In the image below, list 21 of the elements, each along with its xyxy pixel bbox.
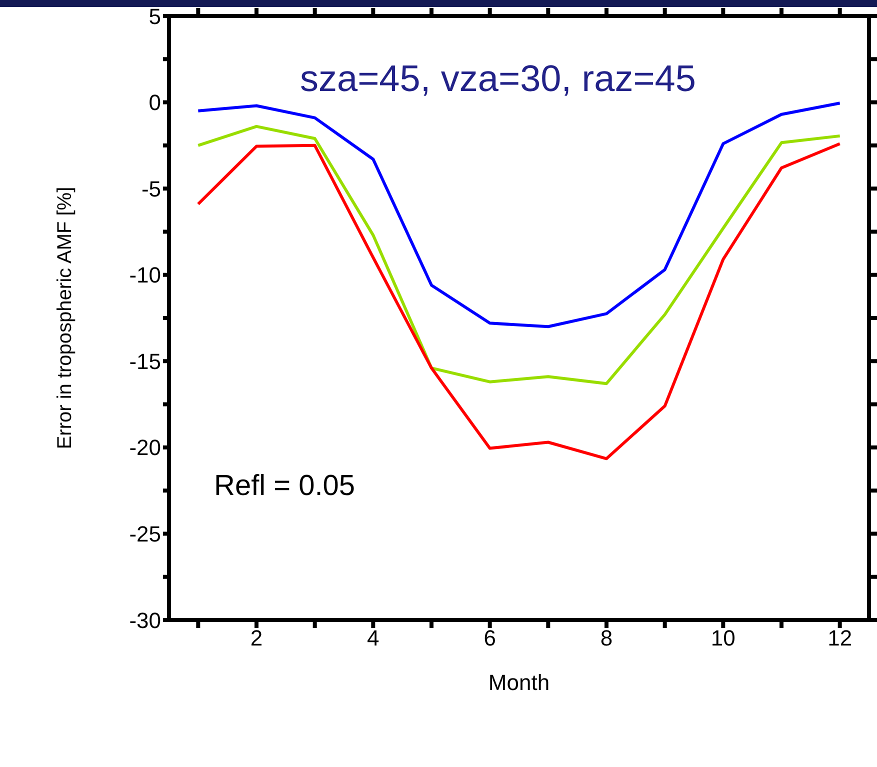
y-tick-label: -5: [141, 176, 161, 202]
x-tick-label: 8: [600, 626, 613, 651]
y-tick-label: -25: [129, 522, 161, 547]
y-axis-title: Error in tropospheric AMF [%]: [54, 186, 76, 450]
x-axis-title: Month: [488, 670, 550, 695]
y-tick-label: -30: [129, 608, 161, 633]
line-series: [196, 124, 842, 386]
x-tick-label: 10: [710, 626, 736, 651]
y-tick-label: -20: [129, 435, 161, 460]
x-tick-label: 2: [250, 626, 263, 651]
x-tick-label: 12: [828, 626, 852, 651]
y-tick-label: -15: [129, 348, 161, 374]
x-tick-label: 4: [367, 626, 380, 651]
annotation: sza=45, vza=30, raz=45: [300, 58, 696, 100]
y-tick-label: 5: [148, 4, 161, 29]
x-tick-label: 6: [484, 626, 496, 651]
annotation: Refl = 0.05: [214, 470, 356, 503]
y-tick-label: 0: [148, 90, 161, 116]
line-series: [196, 102, 842, 328]
line-series: [196, 142, 842, 460]
y-tick-label: -10: [129, 262, 161, 288]
